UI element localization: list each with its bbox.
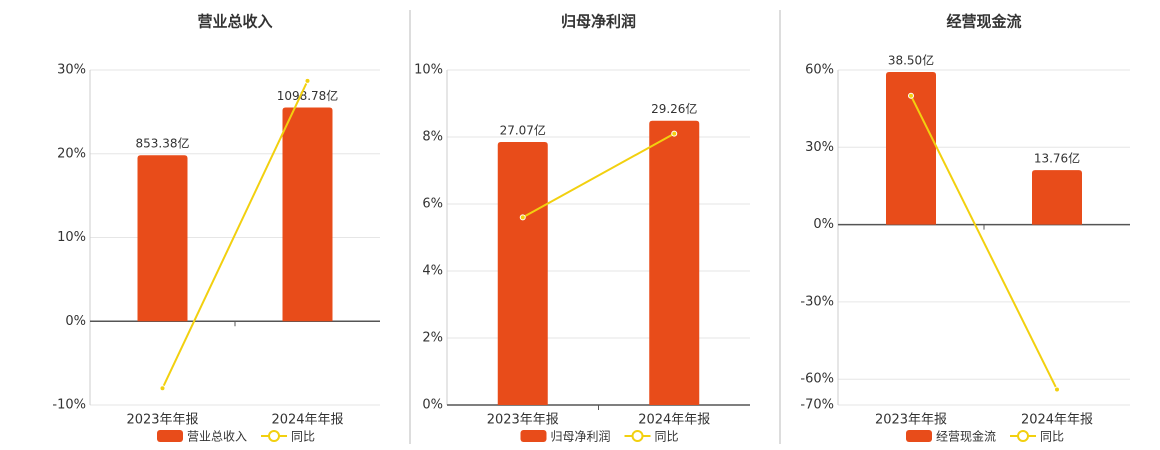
x-tick-label: 2023年年报 [487, 413, 559, 428]
bar [886, 71, 936, 225]
x-tick-label: 2024年年报 [271, 413, 343, 428]
legend-label: 归母净利润 [551, 430, 611, 444]
legend-swatch [520, 430, 547, 442]
legend-swatch [631, 430, 644, 442]
y-tick-label: 20% [57, 146, 86, 161]
chart-title: 经营现金流 [946, 13, 1021, 31]
bar [137, 155, 188, 322]
value-label: 13.76亿 [1034, 151, 1080, 166]
line [161, 80, 309, 389]
y-tick-label: 60% [805, 63, 834, 78]
y-tick-label: 30% [805, 140, 834, 155]
y-tick-label: 0% [65, 314, 86, 329]
y-tick-label: -30% [800, 294, 834, 309]
y-tick-label: -10% [52, 398, 86, 413]
chart-title: 营业总收入 [197, 13, 272, 31]
value-label: 38.50亿 [888, 52, 934, 67]
y-tick-label: -60% [800, 372, 834, 387]
value-label: 29.26亿 [651, 101, 697, 116]
line [522, 132, 675, 219]
y-tick-label: 6% [422, 197, 443, 212]
legend-label: 同比 [655, 430, 679, 444]
bar [649, 120, 700, 405]
line [910, 95, 1058, 390]
y-tick-label: 10% [414, 63, 443, 78]
x-tick-label: 2024年年报 [638, 413, 710, 428]
point [1054, 386, 1060, 393]
point [304, 77, 311, 84]
y-tick-label: 0% [422, 398, 443, 413]
legend-swatch [906, 430, 932, 442]
value-label: 853.38亿 [136, 136, 190, 151]
point [908, 92, 914, 99]
chart-title: 归母净利润 [561, 13, 636, 31]
bar [1032, 170, 1082, 225]
x-tick-label: 2023年年报 [126, 413, 198, 428]
y-tick-label: 8% [422, 130, 443, 145]
point [671, 130, 678, 137]
legend-swatch [157, 430, 183, 442]
legend-label: 同比 [1040, 430, 1064, 444]
value-label: 1098.78亿 [277, 88, 339, 103]
y-tick-label: 10% [57, 230, 86, 245]
y-tick-label: 4% [422, 264, 443, 279]
y-tick-label: 0% [813, 217, 834, 232]
x-tick-label: 2024年年报 [1021, 413, 1093, 428]
bar [282, 107, 333, 322]
point [519, 214, 526, 221]
value-label: 27.07亿 [500, 122, 546, 137]
point [159, 385, 166, 392]
x-tick-label: 2023年年报 [875, 413, 947, 428]
legend-swatch [268, 430, 281, 442]
legend-label: 同比 [291, 430, 315, 444]
y-tick-label: 2% [422, 331, 443, 346]
bar [497, 141, 548, 406]
legend-swatch [1017, 430, 1030, 442]
y-tick-label: -70% [800, 398, 834, 413]
legend-label: 经营现金流 [936, 429, 996, 444]
y-tick-label: 30% [57, 63, 86, 78]
legend-label: 营业总收入 [187, 430, 247, 444]
